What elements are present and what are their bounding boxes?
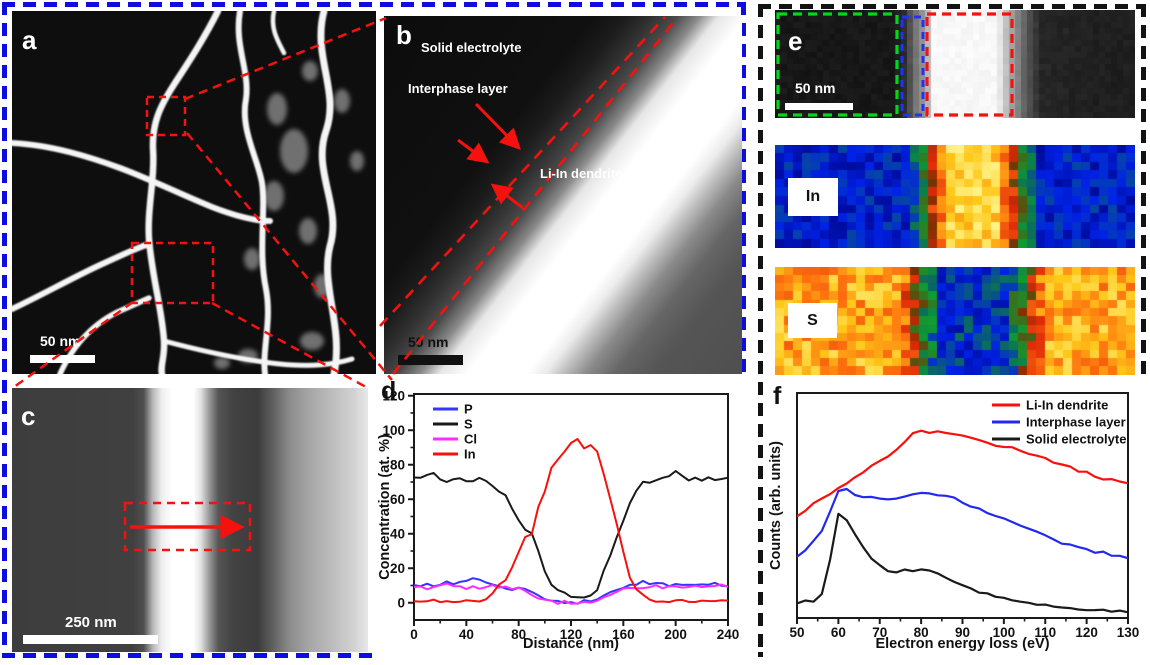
x-tick-label: 120 (1075, 625, 1098, 640)
x-tick-label: 130 (1117, 625, 1140, 640)
y-tick-label: 60 (390, 492, 405, 507)
panel-d-concentration-chart: 0 40 80 120 160 200 240 0 20 40 60 80 100 120 Distance… (378, 378, 750, 662)
legend-label-Li-In dendrite: Li-In dendrite (1026, 398, 1108, 413)
series-line-Cl (413, 582, 729, 605)
haadf-strip-canvas (775, 10, 1135, 118)
dendrite-region-box (925, 12, 1014, 117)
series-line-In (413, 438, 729, 604)
legend-label-Solid electrolyte: Solid electrolyte (1026, 432, 1126, 447)
y-tick-label: 120 (382, 389, 405, 404)
x-tick-label: 100 (993, 625, 1016, 640)
panel-e-label: e (788, 26, 803, 56)
s-map-label: S (788, 303, 837, 338)
x-tick-label: 60 (831, 625, 846, 640)
panel-b-label: b (396, 20, 412, 50)
legend-label-Cl: Cl (464, 432, 477, 447)
in-map-label: In (788, 178, 838, 216)
dendrite-branches (12, 11, 355, 374)
panel-e-scalebar (785, 103, 853, 110)
x-tick-label: 80 (511, 627, 526, 642)
legend-label-In: In (464, 447, 476, 462)
panel-b-interface-image: b 50 nm (384, 16, 742, 374)
x-tick-label: 50 (789, 625, 804, 640)
panel-d-label: d (381, 378, 397, 405)
solid-electrolyte-region-box (776, 12, 899, 117)
panel-f-eels-chart: 50 60 70 80 90 100 110 120 130 Electron energy lo… (763, 378, 1148, 662)
x-tick-label: 0 (410, 627, 418, 642)
x-tick-label: 120 (560, 627, 583, 642)
left-group-border-left (2, 2, 7, 658)
x-tick-label: 240 (717, 627, 740, 642)
legend-label-Interphase layer: Interphase layer (1026, 415, 1126, 430)
left-group-border-right (741, 2, 746, 658)
panel-c-scalebar-text: 250 nm (65, 614, 117, 631)
in-eels-map: In (775, 145, 1135, 248)
x-tick-label: 70 (872, 625, 887, 640)
panel-a-label: a (22, 25, 37, 55)
x-tick-label: 40 (459, 627, 474, 642)
y-tick-label: 0 (397, 596, 405, 611)
y-tick-label: 20 (390, 561, 405, 576)
right-group-border-left (758, 4, 763, 657)
x-tick-label: 80 (914, 625, 929, 640)
s-map-label-text: S (807, 311, 818, 329)
panel-c-label: c (21, 401, 36, 431)
y-tick-label: 40 (390, 527, 405, 542)
left-group-border-top (2, 2, 746, 7)
interphase-region-box (900, 15, 925, 117)
y-tick-label: 100 (382, 423, 405, 438)
panel-b-scalebar-text: 50 nm (408, 334, 449, 350)
y-tick-label: 80 (390, 458, 405, 473)
series-line-P (413, 577, 729, 605)
panel-f-label: f (773, 382, 782, 410)
x-tick-label: 110 (1034, 625, 1056, 640)
panel-a-stem-image: a 50 nm (12, 11, 376, 374)
panel-b-scalebar (398, 355, 463, 365)
series-line-Solid electrolyte (796, 512, 1129, 614)
legend-label-P: P (464, 402, 473, 417)
region-boxes-overlay (776, 12, 1014, 117)
y-axis-title: Counts (arb. units) (768, 441, 784, 570)
legend-label-S: S (464, 417, 473, 432)
panel-e-haadf-strip: e 50 nm (775, 10, 1135, 118)
x-tick-label: 200 (664, 627, 687, 642)
x-tick-label: 90 (955, 625, 970, 640)
y-axis-title: Concentration (at. %) (378, 434, 393, 580)
panel-e-scalebar-text: 50 nm (795, 80, 836, 96)
concentration-line-chart: 0 40 80 120 160 200 240020406080100120Distance… (378, 389, 740, 652)
s-eels-map: S (775, 267, 1135, 375)
x-tick-label: 160 (612, 627, 635, 642)
panel-a-scalebar (30, 355, 95, 363)
series-line-Interphase layer (796, 487, 1129, 560)
in-map-label-text: In (805, 188, 821, 205)
panel-a-scalebar-text: 50 nm (40, 333, 81, 349)
right-group-border-right (1141, 4, 1146, 657)
x-axis-title: Electron energy loss (eV) (875, 636, 1049, 652)
right-group-border-top (758, 4, 1146, 9)
series-line-Li-In dendrite (796, 429, 1129, 518)
x-axis-title: Distance (nm) (523, 636, 619, 652)
eels-line-chart: 50 60 70 80 90 100 110 120 130 Electron energy lo… (768, 392, 1140, 652)
series-line-S (413, 470, 729, 599)
left-group-border-bottom (2, 653, 746, 658)
panel-c-scalebar (23, 635, 158, 644)
dendrite-network-graphic (12, 11, 364, 374)
panel-c-stem-image: c 250 nm (12, 388, 368, 652)
